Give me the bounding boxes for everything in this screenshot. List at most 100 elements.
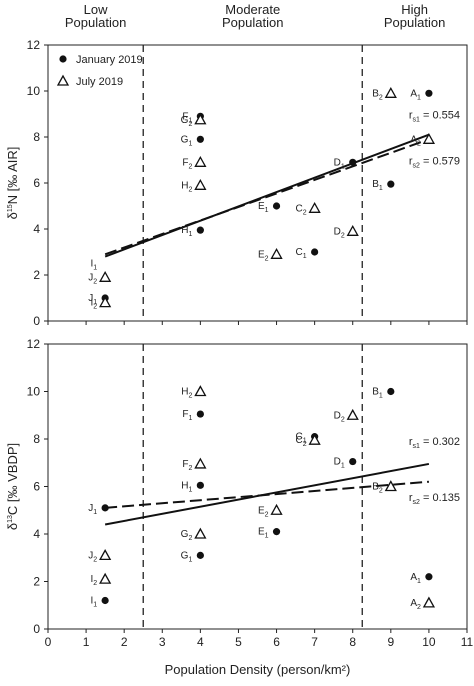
data-point-triangle [270,247,283,259]
point-label: C2 [295,203,306,216]
point-label: G2 [181,115,193,128]
data-point-triangle [346,224,359,236]
correlation-subscript: s2 [413,163,421,170]
point-label-base: D [334,410,341,421]
point-label-sub: 2 [303,441,307,448]
data-point-triangle [384,86,397,98]
region-label: High Population [384,2,445,30]
point-label-base: H [181,225,188,236]
point-label: B2 [372,482,383,495]
point-label-base: H [181,480,188,491]
data-point-triangle [99,549,112,561]
point-label-sub: 1 [188,231,192,238]
point-label: J2 [88,272,97,285]
y-axis-label-symbol: δ [5,523,20,530]
x-tick-label: 6 [273,635,280,649]
legend-label: July 2019 [76,76,123,88]
point-label: G2 [181,529,193,542]
point-label: H1 [181,225,192,238]
regression-line-solid [104,133,430,258]
data-point-triangle [56,74,70,86]
x-axis-label: Population Density (person/km²) [165,662,351,677]
point-label-base: A [410,572,417,583]
point-label-sub: 2 [188,393,192,400]
legend-label: January 2019 [76,54,143,66]
point-label-sub: 1 [188,486,192,493]
region-label-line1: High [401,2,428,17]
point-label: G1 [181,550,193,563]
point-label-base: G [181,115,189,126]
point-label: E1 [258,527,269,540]
point-label-sub: 2 [341,232,345,239]
data-point-triangle [422,596,436,608]
point-label-base: J [88,293,93,304]
y-tick-label: 4 [33,527,40,541]
data-point-circle [196,551,204,559]
legend: January 2019 July 2019 [56,54,143,88]
correlation-symbol: r [409,492,413,504]
y-tick-label: 10 [27,385,41,399]
correlation-value: = 0.579 [420,156,460,168]
y-axis-label-unit: N [‰ AIR] [5,147,20,205]
data-point-triangle [99,572,112,584]
x-tick-label: 9 [387,635,394,649]
correlation-subscript: s1 [413,443,421,450]
correlation-symbol: r [409,436,413,448]
point-label-sub: 2 [379,94,383,101]
point-label: J2 [88,550,97,563]
point-label: C2 [295,435,306,448]
data-point-circle [59,55,67,63]
correlation-label: rs2 = 0.135 [409,492,460,506]
data-point-triangle [308,201,321,213]
point-label-base: A [410,88,417,99]
point-label-sub: 1 [188,556,192,563]
point-label: H2 [181,387,192,400]
data-point-circle [272,528,281,536]
point-label: F2 [182,157,192,170]
point-label: C1 [295,247,306,260]
point-label: F1 [182,111,192,124]
point-label-sub: 1 [341,463,345,470]
point-label: B1 [372,179,383,192]
point-label-base: H [181,387,188,398]
correlation-value: = 0.302 [420,436,460,448]
x-tick-label: 5 [235,635,242,649]
correlation-subscript: s2 [413,499,421,506]
x-tick-label: 8 [349,635,356,649]
point-label-sub: 1 [417,578,421,585]
point-label-base: F [182,157,188,168]
data-point-triangle [194,178,207,190]
correlation-symbol: r [409,156,413,168]
region-label-line2: Population [222,15,283,30]
region-label: Low Population [65,2,126,30]
y-tick-label: 6 [33,176,40,190]
point-label-base: F [182,409,188,420]
point-label: H1 [181,480,192,493]
y-tick-label: 8 [33,130,40,144]
point-label-sub: 2 [341,416,345,423]
point-label-base: G [181,529,189,540]
x-tick-label: 1 [83,635,90,649]
point-label: D2 [334,226,345,239]
point-label-sub: 1 [265,207,269,214]
point-label: H2 [181,180,192,193]
data-point-circle [349,158,357,166]
point-label-sub: 1 [93,299,97,306]
point-label-base: E [258,249,265,260]
point-label-sub: 1 [303,438,307,445]
point-label-base: A [410,134,417,145]
point-label-base: H [181,180,188,191]
region-label: Moderate Population [222,2,283,30]
y-tick-label: 12 [27,337,41,351]
point-label: G1 [181,134,193,147]
point-label: A1 [410,88,421,101]
point-label-base: G [181,550,189,561]
point-label-base: B [372,88,379,99]
point-label: I1 [90,259,97,272]
point-label: D1 [334,157,345,170]
correlation-value: = 0.554 [420,110,460,122]
point-label: A2 [410,134,421,147]
correlation-label: rs1 = 0.302 [409,436,460,450]
point-label: D1 [334,457,345,470]
x-tick-label: 2 [121,635,128,649]
